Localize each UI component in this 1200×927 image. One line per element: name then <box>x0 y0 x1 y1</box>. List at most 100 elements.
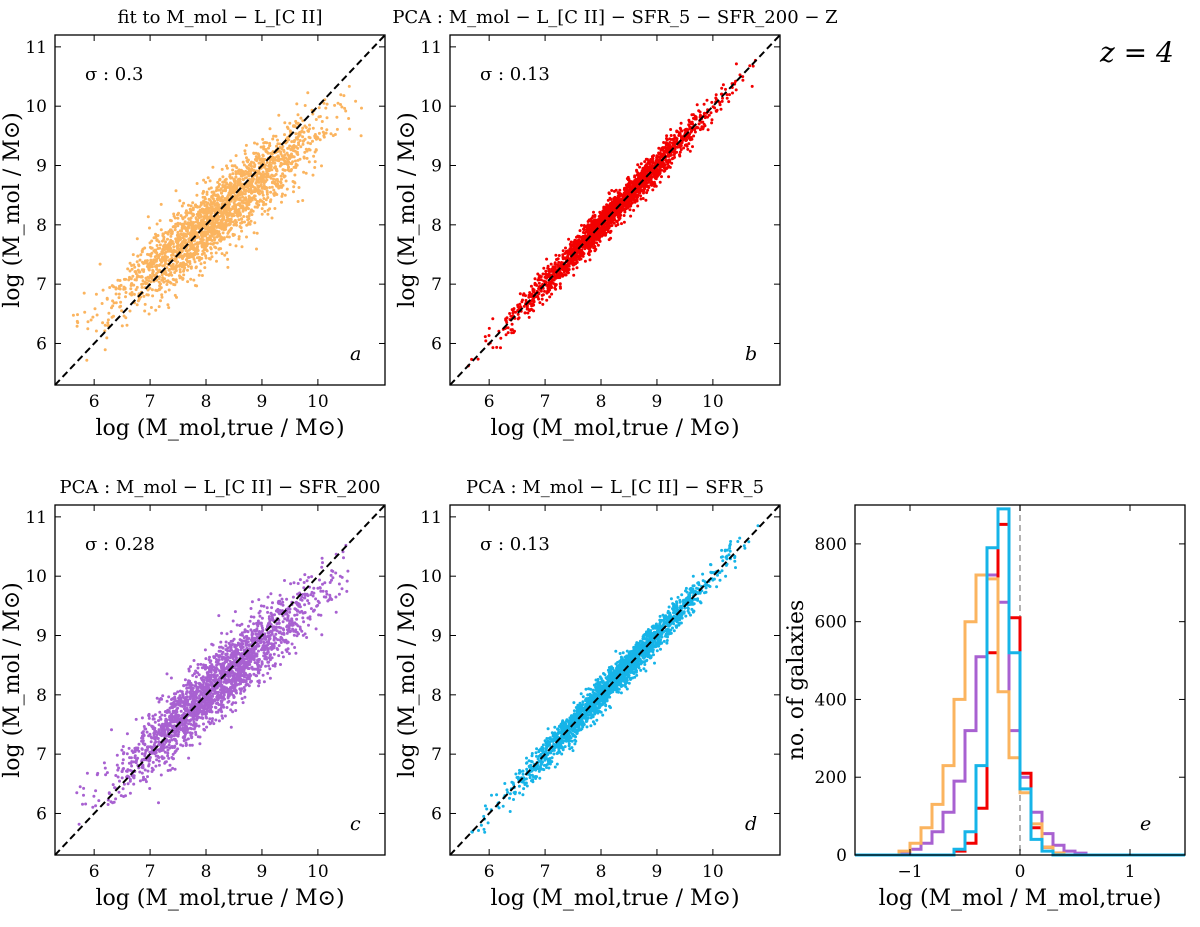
scatter-point <box>182 201 186 205</box>
scatter-point <box>575 266 579 270</box>
scatter-point <box>139 275 143 279</box>
scatter-point <box>629 196 633 200</box>
scatter-point <box>239 226 243 230</box>
scatter-point <box>213 193 217 197</box>
scatter-point <box>180 233 184 237</box>
scatter-point <box>209 209 213 213</box>
scatter-point <box>279 663 282 666</box>
scatter-point <box>566 270 569 274</box>
scatter-point <box>702 102 706 106</box>
scatter-point <box>243 149 247 153</box>
scatter-point <box>302 586 306 590</box>
scatter-point <box>281 620 285 624</box>
scatter-point <box>208 179 212 183</box>
scatter-point <box>572 262 576 266</box>
scatter-point <box>152 262 155 266</box>
scatter-point <box>130 267 134 271</box>
scatter-point <box>175 280 179 284</box>
scatter-point <box>157 280 161 284</box>
scatter-point <box>149 254 153 258</box>
scatter-point <box>250 213 254 217</box>
scatter-point <box>158 284 162 288</box>
scatter-point <box>272 177 276 181</box>
scatter-point <box>285 151 289 155</box>
scatter-point <box>641 197 645 200</box>
scatter-point <box>633 175 637 179</box>
scatter-point <box>255 205 259 209</box>
scatter-point <box>89 318 93 322</box>
scatter-point <box>607 210 611 214</box>
scatter-point <box>646 184 650 188</box>
scatter-point <box>703 111 707 115</box>
scatter-point <box>532 303 536 307</box>
scatter-point <box>688 127 692 131</box>
scatter-point <box>159 228 163 232</box>
scatter-point <box>207 197 211 201</box>
scatter-point <box>303 124 307 128</box>
scatter-point <box>575 260 579 264</box>
scatter-point <box>252 161 256 165</box>
scatter-point <box>147 716 151 720</box>
scatter-point <box>302 170 306 174</box>
scatter-point <box>295 121 298 125</box>
scatter-point <box>651 155 655 159</box>
scatter-point <box>170 241 174 245</box>
scatter-point <box>179 244 183 248</box>
scatter-point <box>543 289 546 293</box>
scatter-point <box>166 748 170 752</box>
scatter-point <box>675 129 679 133</box>
scatter-point <box>264 198 268 202</box>
scatter-point <box>139 253 143 257</box>
scatter-point <box>188 255 191 259</box>
scatter-point <box>272 134 276 138</box>
scatter-point <box>301 199 305 202</box>
scatter-point <box>101 288 105 292</box>
scatter-point <box>348 127 352 131</box>
scatter-point <box>268 186 272 189</box>
scatter-point <box>140 249 144 253</box>
scatter-point <box>257 203 260 207</box>
scatter-point <box>643 170 647 174</box>
scatter-point <box>522 304 526 308</box>
scatter-point <box>311 173 315 177</box>
scatter-point <box>546 264 550 268</box>
scatter-point <box>596 243 600 247</box>
scatter-point <box>173 216 177 220</box>
scatter-point <box>215 225 219 229</box>
scatter-point <box>146 288 150 292</box>
scatter-point <box>312 586 316 590</box>
scatter-point <box>597 221 601 225</box>
scatter-point <box>157 288 161 292</box>
scatter-point <box>727 100 731 104</box>
scatter-point <box>631 184 635 188</box>
scatter-point <box>588 219 592 223</box>
scatter-point <box>586 220 590 223</box>
scatter-point <box>697 122 701 126</box>
scatter-point <box>189 231 192 235</box>
scatter-point <box>167 288 171 292</box>
scatter-point <box>141 279 145 283</box>
scatter-point <box>245 235 248 239</box>
scatter-point <box>174 189 178 193</box>
scatter-point <box>257 170 261 174</box>
scatter-point <box>620 222 623 226</box>
scatter-point <box>235 166 239 170</box>
scatter-point <box>197 216 201 220</box>
scatter-point <box>219 199 223 203</box>
scatter-point <box>134 270 138 274</box>
scatter-point <box>82 291 86 295</box>
scatter-point <box>262 147 266 151</box>
scatter-point <box>260 207 264 211</box>
scatter-point <box>614 211 618 215</box>
scatter-point <box>223 253 227 257</box>
scatter-point <box>658 167 662 171</box>
scatter-point <box>628 192 632 196</box>
scatter-point <box>270 216 274 220</box>
panel-letter: a <box>350 343 361 365</box>
scatter-point <box>106 324 110 328</box>
scatter-point <box>581 245 585 249</box>
x-tick-label: 6 <box>89 392 100 412</box>
scatter-point <box>241 209 245 213</box>
scatter-point <box>245 203 249 207</box>
